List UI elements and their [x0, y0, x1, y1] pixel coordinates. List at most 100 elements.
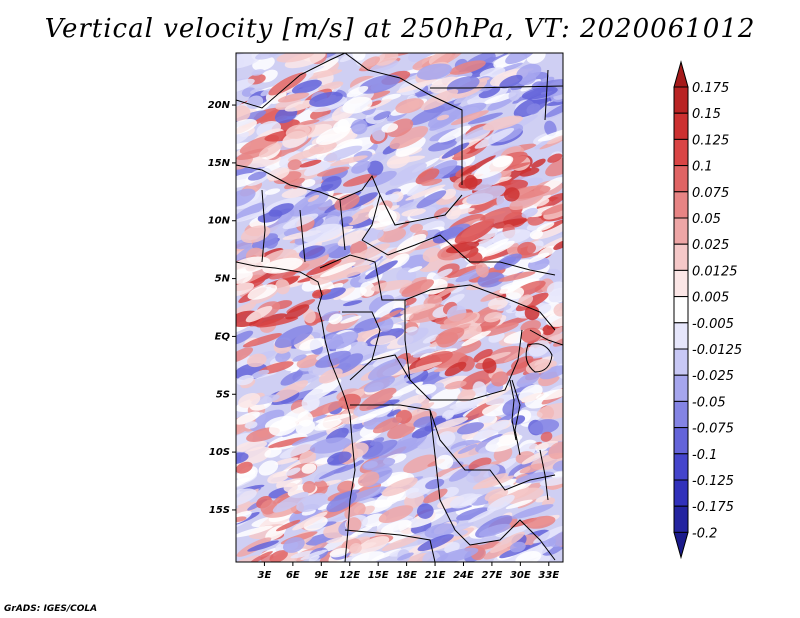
field-patch	[299, 338, 327, 351]
plot-title: Vertical velocity [m/s] at 250hPa, VT: 2…	[44, 14, 756, 44]
field-patch	[436, 547, 479, 562]
field-patch	[281, 188, 308, 199]
field-patch	[239, 283, 264, 298]
field-patch	[412, 348, 436, 358]
field-patch	[367, 160, 384, 176]
field-patch	[423, 488, 448, 504]
field-patch	[236, 525, 273, 538]
field-patch	[360, 348, 401, 364]
field-patch	[436, 114, 450, 121]
colorbar-label: -0.175	[692, 500, 734, 515]
field-patch	[444, 361, 467, 377]
field-patch	[546, 310, 563, 327]
field-patch	[236, 282, 255, 297]
field-patch	[241, 87, 256, 97]
field-patch	[408, 266, 423, 273]
field-patch	[478, 523, 511, 537]
field-patch	[456, 507, 491, 521]
field-patch	[475, 262, 489, 278]
velocity-field	[236, 53, 563, 562]
field-patch	[302, 481, 316, 494]
field-patch	[387, 409, 401, 417]
field-patch	[267, 471, 290, 484]
latitude-labels: 20N 15N 10N 5N EQ 5S 10S 15S	[208, 100, 236, 516]
colorbar-box	[673, 86, 689, 114]
field-patch	[435, 327, 465, 345]
field-patch	[236, 330, 254, 346]
colorbar-label: 0.1	[692, 160, 713, 175]
field-patch	[251, 69, 265, 76]
field-patch	[395, 136, 426, 157]
field-patch	[421, 178, 443, 186]
lake-victoria	[525, 343, 553, 373]
field-patch	[307, 400, 345, 418]
lat-label: 5S	[216, 389, 230, 400]
field-patch	[439, 223, 471, 240]
field-patch	[416, 63, 453, 80]
field-patch	[457, 389, 476, 402]
colorbar-label: 0.05	[692, 212, 721, 227]
field-patch	[547, 153, 563, 163]
field-patch	[236, 302, 257, 318]
field-patch	[301, 394, 320, 411]
field-patch	[409, 223, 424, 233]
field-patch	[381, 535, 421, 551]
colorbar-label: -0.075	[692, 422, 734, 437]
field-patch	[330, 155, 368, 167]
coastline	[236, 261, 356, 562]
colorbar-label: -0.025	[692, 369, 734, 384]
field-patch	[422, 334, 440, 344]
field-patch	[268, 550, 299, 562]
field-patch	[275, 279, 290, 295]
field-patch	[485, 434, 521, 452]
field-patch	[447, 264, 483, 278]
field-patch	[396, 79, 437, 93]
field-patch	[436, 454, 454, 470]
field-patch	[264, 188, 281, 195]
field-patch	[399, 303, 436, 315]
field-patch	[236, 374, 254, 386]
field-patch	[329, 547, 350, 558]
field-patch	[449, 60, 486, 75]
field-patch	[291, 431, 331, 446]
field-patch	[485, 394, 516, 406]
field-patch	[292, 511, 328, 531]
field-patch	[364, 260, 398, 280]
field-patch	[277, 92, 310, 103]
field-patch	[299, 245, 326, 260]
field-patch	[381, 477, 418, 497]
field-patch	[252, 233, 278, 250]
field-patch	[327, 451, 352, 465]
field-patch	[457, 444, 478, 454]
field-patch	[484, 92, 517, 104]
field-patch	[325, 535, 358, 544]
field-patch	[346, 517, 362, 533]
lat-label: 20N	[208, 100, 231, 111]
field-patch	[481, 240, 515, 257]
field-patch	[415, 383, 437, 396]
field-patch	[436, 466, 465, 482]
field-patch	[504, 487, 544, 504]
lon-label: 21E	[425, 570, 446, 581]
colorbar-label: 0.025	[692, 238, 729, 253]
field-patch	[303, 308, 316, 324]
border-west	[236, 164, 381, 263]
field-patch	[405, 326, 418, 333]
field-patch	[290, 550, 316, 559]
field-patch	[503, 187, 520, 202]
field-patch	[393, 394, 427, 413]
field-patch	[362, 439, 398, 460]
field-patch	[544, 120, 557, 137]
field-patch	[511, 504, 554, 519]
field-patch	[328, 313, 343, 325]
field-patch	[526, 103, 541, 115]
field-patch	[446, 241, 480, 254]
field-patch	[498, 271, 536, 282]
field-patch	[377, 209, 397, 225]
field-patch	[372, 127, 386, 142]
field-patch	[240, 446, 272, 465]
colorbar-label: 0.125	[692, 133, 729, 148]
field-patch	[315, 413, 354, 423]
field-patch	[318, 466, 347, 480]
